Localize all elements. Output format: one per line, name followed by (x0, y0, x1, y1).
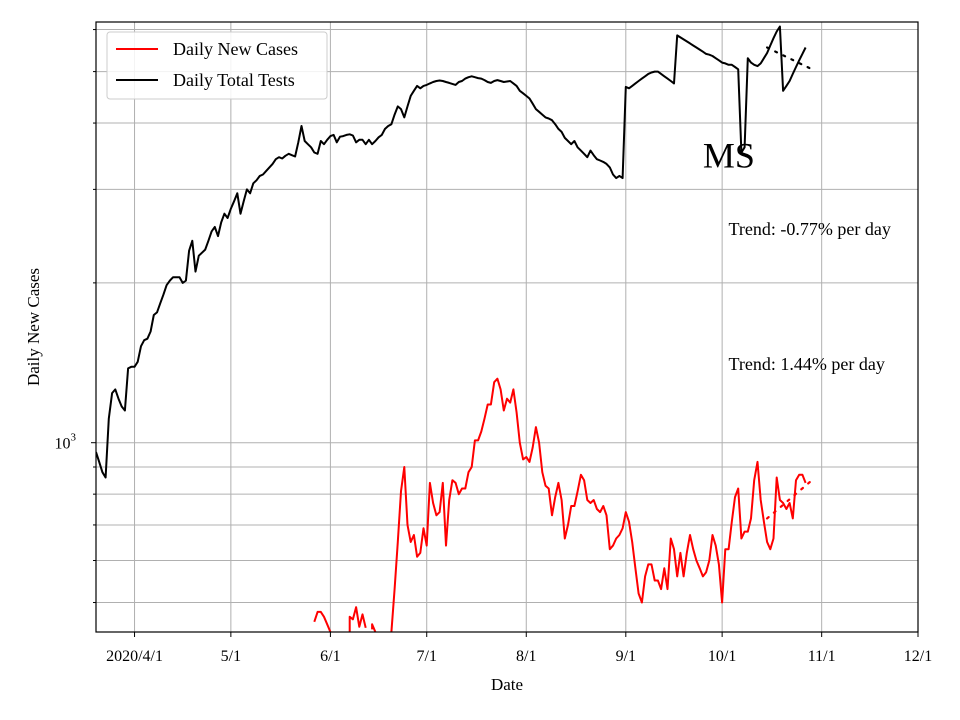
x-tick-label: 12/1 (904, 648, 932, 665)
series-line-cases (390, 377, 807, 632)
x-tick-label: 6/1 (320, 648, 340, 665)
legend: Daily New Cases Daily Total Tests (106, 31, 328, 100)
trend-line-cases (765, 479, 814, 520)
plot-area (96, 25, 814, 632)
plot-frame (95, 21, 919, 633)
y-axis-label: Daily New Cases (24, 268, 43, 386)
axis-ticks (91, 29, 919, 637)
x-tick-label: 7/1 (417, 648, 437, 665)
legend-label-cases: Daily New Cases (173, 39, 298, 59)
legend-box (106, 31, 328, 100)
trend-label: Trend: 1.44% per day (729, 354, 885, 374)
x-tick-label: 11/1 (808, 648, 836, 665)
y-tick-label: 103 (55, 432, 77, 453)
x-axis-label: Date (491, 675, 523, 694)
x-tick-label: 8/1 (516, 648, 536, 665)
annotations: MS Trend: -0.77% per day Trend: 1.44% per … (703, 135, 891, 374)
x-tick-label: 9/1 (616, 648, 636, 665)
axis-labels: 2020/4/1 5/1 6/1 7/1 8/1 9/1 10/1 11/1 12/1 103 (55, 432, 933, 665)
legend-label-tests: Daily Total Tests (173, 70, 295, 90)
x-tick-label: 2020/4/1 (106, 648, 163, 665)
series-line-cases (313, 610, 332, 632)
x-tick-label: 10/1 (708, 648, 736, 665)
trend-line-tests (765, 46, 814, 71)
x-tick-label: 5/1 (221, 648, 241, 665)
series-line-tests (96, 25, 807, 479)
series-line-cases (348, 606, 367, 632)
state-label: MS (703, 135, 755, 175)
trend-label: Trend: -0.77% per day (729, 219, 891, 239)
series-line-cases (371, 623, 377, 632)
